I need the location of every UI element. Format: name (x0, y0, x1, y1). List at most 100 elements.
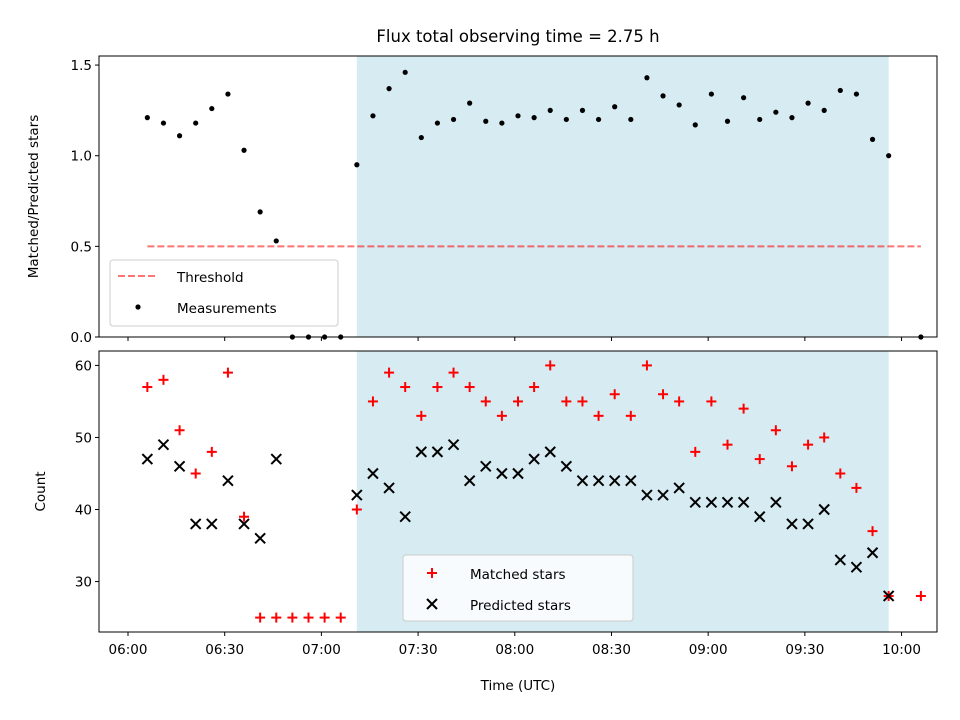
predicted-star-point (415, 446, 428, 458)
matched-star-point (255, 612, 266, 623)
matched-star-point (303, 612, 314, 623)
predicted-star-point (206, 518, 218, 530)
predicted-stars-series (141, 438, 895, 602)
predicted-star-point (673, 482, 685, 494)
matched-star-point (770, 425, 781, 436)
legend-matched-swatch (427, 568, 437, 578)
measurement-point (467, 100, 473, 106)
predicted-star-point (189, 518, 202, 530)
matched-star-point (384, 367, 395, 378)
predicted-star-point (641, 489, 653, 501)
matched-star-point (722, 439, 733, 450)
matched-stars-series (142, 360, 926, 623)
matched-star-point (754, 454, 765, 465)
predicted-star-point (608, 474, 621, 487)
predicted-star-point (447, 438, 460, 451)
measurement-point (692, 122, 698, 128)
predicted-star-point (496, 467, 508, 480)
measurement-point (160, 120, 167, 126)
x-tick-label: 09:00 (689, 642, 728, 658)
matched-star-point (674, 396, 685, 407)
matched-star-point (690, 446, 701, 457)
measurement-point (370, 113, 376, 119)
measurement-point (483, 118, 489, 124)
top-axes-frame (98, 55, 938, 338)
measurement-point (853, 91, 860, 97)
measurement-point (193, 120, 199, 126)
top-y-axis-label: Matched/Predicted stars (26, 115, 42, 278)
observing-window-shade-top (356, 56, 889, 337)
matched-star-point (593, 410, 604, 421)
predicted-star-point (351, 489, 363, 501)
measurement-point (660, 93, 666, 99)
matched-star-point (158, 374, 169, 385)
top-panel: 0.0 0.5 1.0 1.5 Matched/Predicted stars Thr… (26, 55, 938, 346)
measurement-point (579, 107, 586, 113)
x-tick-label: 08:00 (495, 642, 534, 658)
matched-star-point (819, 432, 830, 443)
predicted-star-point (544, 446, 556, 458)
bottom-panel: 30 40 50 60 06:00 06:30 07:00 07:30 08:00 08:30 0… (33, 350, 938, 694)
predicted-star-point (463, 474, 476, 487)
measurement-point (402, 69, 408, 75)
matched-star-point (915, 590, 926, 601)
chart-title: Flux total observing time = 2.75 h (376, 27, 659, 46)
predicted-star-point (576, 474, 589, 487)
measurement-point (869, 136, 876, 142)
legend-measurements-swatch (135, 304, 141, 310)
x-tick-label: 09:30 (785, 642, 824, 658)
measurement-point (563, 116, 569, 123)
measurement-point (499, 120, 505, 126)
bottom-y-tick-label: 30 (75, 575, 92, 591)
measurement-point (144, 115, 150, 121)
x-tick-label: 07:30 (399, 642, 438, 658)
matched-star-point (174, 425, 185, 436)
predicted-star-point (592, 474, 605, 487)
predicted-star-point (786, 518, 798, 530)
measurement-point (757, 116, 763, 123)
x-tick-label: 08:30 (592, 642, 631, 658)
predicted-star-point (173, 460, 186, 472)
top-y-tick-label: 1.5 (71, 58, 92, 74)
matched-star-point (367, 396, 378, 407)
measurement-point (837, 87, 843, 94)
matched-star-point (561, 396, 572, 407)
measurement-point (644, 75, 650, 81)
matched-star-point (803, 439, 814, 450)
measurement-point (515, 113, 521, 119)
bottom-legend: Matched stars Predicted stars (402, 554, 634, 622)
matched-star-point (738, 403, 749, 414)
measurement-point (708, 91, 714, 97)
matched-star-point (480, 396, 491, 407)
top-y-tick-label: 1.0 (71, 149, 92, 165)
legend-predicted-marker (426, 598, 438, 610)
measurement-point (821, 107, 827, 113)
measurement-point (595, 116, 602, 123)
predicted-star-point (528, 453, 540, 465)
matched-star-point (513, 396, 523, 407)
matched-star-point (335, 612, 346, 623)
matched-star-point (206, 446, 217, 457)
matched-star-point (222, 367, 233, 378)
predicted-star-point (721, 496, 734, 509)
matched-star-point (641, 360, 652, 371)
bottom-legend-box (402, 554, 634, 622)
predicted-star-point (367, 467, 379, 480)
top-y-tick-label: 0.0 (71, 330, 92, 346)
measurement-point (805, 100, 811, 106)
measurement-point (773, 109, 779, 115)
predicted-star-point (850, 561, 863, 573)
measurement-point (241, 147, 247, 153)
matched-star-point (239, 511, 250, 522)
measurement-point (418, 134, 424, 141)
bottom-y-tick-label: 60 (75, 358, 92, 374)
bottom-y-tick-label: 40 (75, 503, 92, 519)
predicted-star-point (818, 503, 830, 516)
legend-matched-label: Matched stars (470, 567, 566, 583)
matched-star-point (529, 382, 540, 393)
measurement-point (612, 104, 618, 110)
predicted-star-point (480, 460, 492, 472)
predicted-star-point (625, 474, 637, 487)
measurement-point (628, 116, 634, 123)
